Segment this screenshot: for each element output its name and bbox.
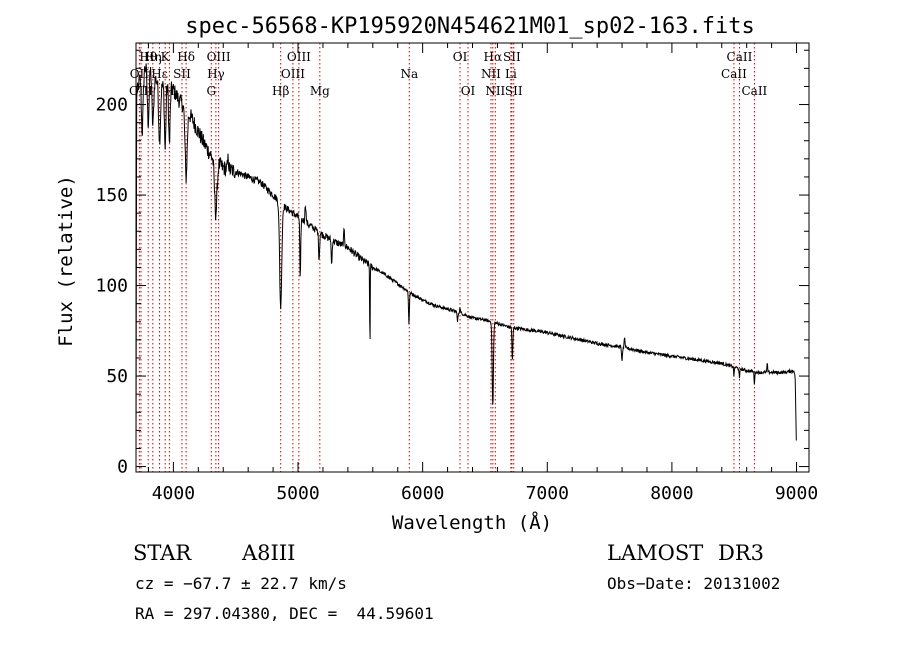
object-class: STAR bbox=[133, 541, 192, 565]
line-marker-label: OIII bbox=[207, 50, 231, 64]
object-subclass: A8III bbox=[241, 541, 295, 565]
x-tick-label: 9000 bbox=[775, 483, 818, 504]
obs-date-text: Obs−Date: 20131002 bbox=[607, 574, 780, 593]
y-tick-label: 0 bbox=[117, 457, 128, 478]
line-marker-label: OIII bbox=[281, 67, 305, 81]
plot-frame bbox=[135, 42, 810, 473]
line-marker-label: H bbox=[164, 84, 174, 98]
x-tick-label: 5000 bbox=[276, 483, 319, 504]
spectrum-series-line bbox=[135, 63, 797, 463]
line-marker-label: SII bbox=[505, 84, 523, 98]
x-tick-label: 6000 bbox=[401, 483, 444, 504]
line-marker-label: Hη bbox=[144, 50, 162, 64]
line-marker-label: CaII bbox=[721, 67, 747, 81]
line-marker-label: Li bbox=[505, 67, 517, 81]
y-tick-label: 200 bbox=[95, 95, 128, 116]
x-tick-label: 8000 bbox=[650, 483, 693, 504]
line-marker-label: CaII bbox=[741, 84, 767, 98]
line-marker-label: Hα bbox=[484, 50, 503, 64]
line-marker-label: OIII bbox=[287, 50, 311, 64]
line-marker-label: SII bbox=[503, 50, 521, 64]
line-marker-label: OI bbox=[461, 84, 476, 98]
y-axis-label: Flux (relative) bbox=[55, 175, 77, 347]
line-marker-label: OI bbox=[453, 50, 468, 64]
axis-ticks: 4000 5000 6000 7000 8000 9000 0 50 100 150 200 bbox=[95, 43, 818, 504]
x-axis-label: Wavelength (Å) bbox=[392, 511, 552, 534]
y-tick-label: 100 bbox=[95, 276, 128, 297]
y-tick-label: 150 bbox=[95, 185, 128, 206]
line-marker-label: Na bbox=[400, 67, 418, 81]
redshift-text: cz = −67.7 ± 22.7 km/s bbox=[135, 574, 347, 593]
line-marker-label: G bbox=[206, 84, 216, 98]
coordinates-text: RA = 297.04380, DEC = 44.59601 bbox=[135, 604, 434, 623]
line-marker-label: Hε bbox=[151, 67, 168, 81]
line-marker-label: Hδ bbox=[177, 50, 195, 64]
survey-name: LAMOST bbox=[607, 541, 703, 565]
line-marker-label: Hβ bbox=[272, 84, 289, 98]
line-marker-label: Hγ bbox=[207, 67, 225, 81]
line-marker-label: K bbox=[161, 50, 171, 64]
line-marker-label: Mg bbox=[310, 84, 330, 98]
data-release: DR3 bbox=[718, 541, 764, 565]
x-tick-label: 4000 bbox=[152, 483, 195, 504]
line-marker-label: NII bbox=[485, 84, 505, 98]
y-tick-label: 50 bbox=[106, 366, 128, 387]
line-marker-label: CaII bbox=[727, 50, 753, 64]
chart-title: spec-56568-KP195920N454621M01_sp02-163.f… bbox=[185, 14, 755, 39]
x-tick-label: 7000 bbox=[526, 483, 569, 504]
line-marker-label: SII bbox=[173, 67, 191, 81]
line-marker-label: NII bbox=[481, 67, 501, 81]
